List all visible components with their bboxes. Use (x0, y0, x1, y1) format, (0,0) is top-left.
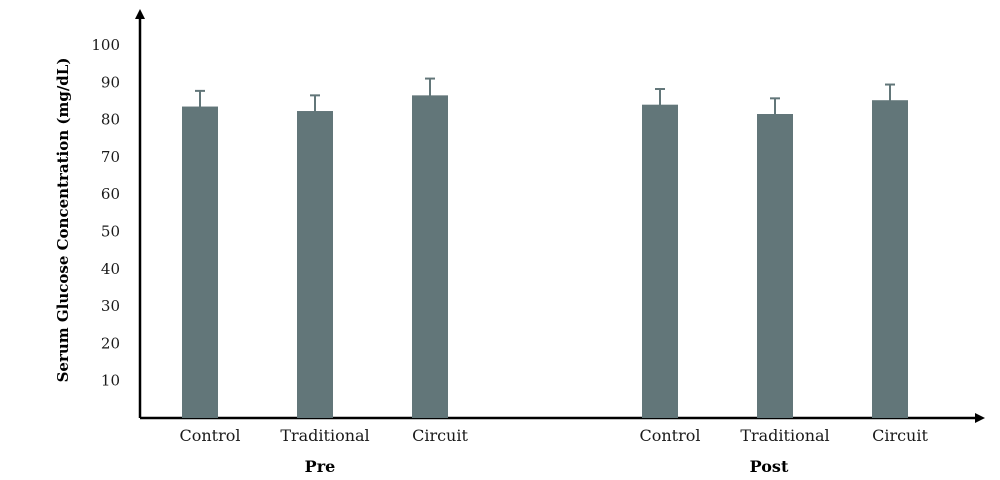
y-tick-label: 30 (101, 297, 120, 315)
x-category-label: Traditional (280, 426, 369, 445)
y-tick-label: 90 (101, 73, 120, 91)
y-tick-label: 100 (91, 36, 120, 54)
bar-post-traditional (757, 114, 793, 418)
bar-pre-circuit (412, 95, 448, 418)
group-labels: Pre Post (305, 457, 789, 476)
category-labels: Control Traditional Circuit Control Traditio… (179, 426, 928, 445)
y-tick-label: 40 (101, 260, 120, 278)
y-tick-label: 60 (101, 185, 120, 203)
y-tick-label: 80 (101, 111, 120, 129)
x-category-label: Control (639, 426, 700, 445)
bar-post-circuit (872, 100, 908, 418)
bar-post-control (642, 104, 678, 419)
y-tick-label: 10 (101, 372, 120, 390)
x-category-label: Circuit (412, 426, 468, 445)
y-axis-label: Serum Glucose Concentration (mg/dL) (54, 58, 72, 383)
x-category-label: Traditional (740, 426, 829, 445)
y-tick-label: 70 (101, 148, 120, 166)
x-category-label: Control (179, 426, 240, 445)
y-tick-labels: 10 20 30 40 50 60 70 80 90 100 (91, 36, 120, 390)
bar-pre-control (182, 106, 218, 419)
group-label-post: Post (750, 457, 789, 476)
x-category-label: Circuit (872, 426, 928, 445)
bar-pre-traditional (297, 111, 333, 419)
bars (182, 77, 908, 419)
y-tick-label: 20 (101, 334, 120, 352)
y-tick-label: 50 (101, 223, 120, 241)
group-label-pre: Pre (305, 457, 336, 476)
